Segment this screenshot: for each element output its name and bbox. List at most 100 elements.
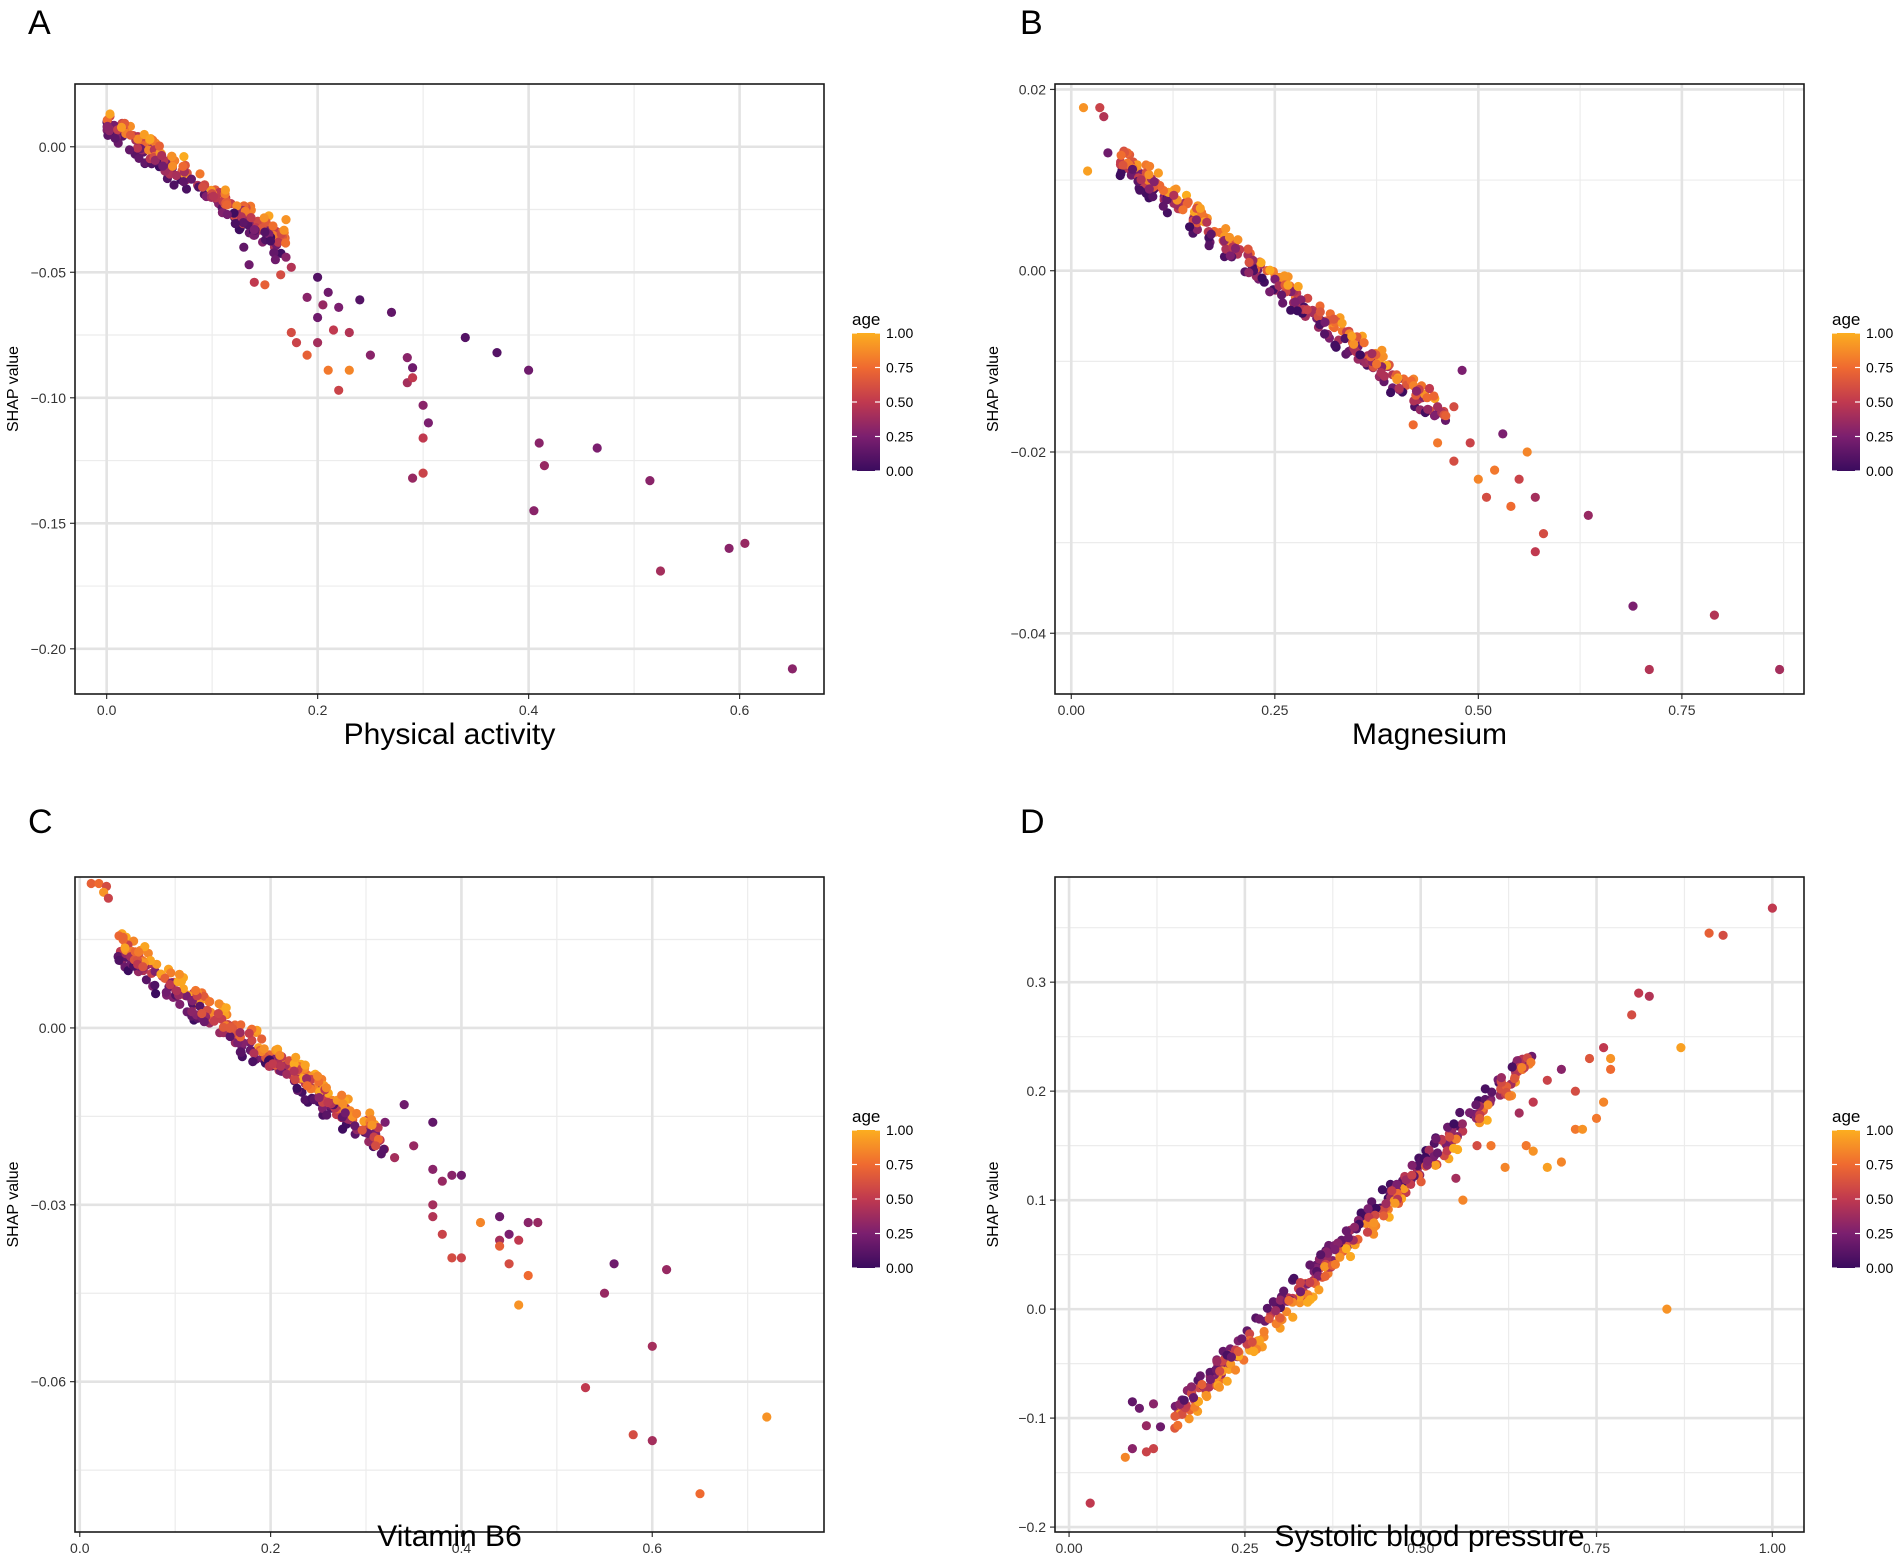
legend-tick-label: 0.75 [886, 360, 913, 376]
data-point [628, 1430, 638, 1440]
data-point [1530, 492, 1540, 502]
data-point [221, 1003, 231, 1013]
data-point [195, 1001, 205, 1011]
data-point [1363, 1204, 1373, 1214]
data-point [1486, 1141, 1496, 1151]
data-point [289, 1066, 299, 1076]
data-point [1399, 1183, 1409, 1194]
data-point [1381, 1199, 1391, 1209]
data-point [1445, 1132, 1455, 1142]
legend-tick-label: 0.25 [1866, 1226, 1893, 1242]
data-point [1542, 1075, 1552, 1085]
data-point [1254, 1314, 1264, 1324]
data-point [1433, 438, 1443, 448]
data-point [418, 400, 428, 410]
data-point [1244, 268, 1254, 278]
data-point [1330, 1244, 1340, 1255]
data-point [249, 1048, 259, 1058]
data-point [1634, 988, 1644, 998]
data-point [447, 1253, 457, 1263]
data-point [300, 1060, 310, 1070]
panel-letter: A [28, 4, 51, 42]
data-point [176, 976, 187, 986]
data-point [259, 1044, 269, 1054]
data-point [260, 280, 270, 290]
data-point [355, 295, 365, 305]
data-point [1330, 1259, 1340, 1269]
data-point [1184, 1414, 1194, 1424]
data-point [213, 1009, 223, 1019]
data-point [1371, 1203, 1381, 1213]
x-tick-label: 0.0 [97, 702, 117, 718]
data-point [323, 287, 333, 297]
data-point [1329, 314, 1339, 324]
data-point [504, 1229, 514, 1239]
data-point [1313, 1271, 1323, 1281]
data-point [428, 1212, 438, 1222]
data-point [302, 1081, 312, 1091]
data-point [281, 252, 291, 262]
data-point [1472, 1141, 1482, 1151]
y-axis-label: SHAP value [985, 346, 1002, 432]
data-point [495, 1212, 505, 1222]
data-point [1496, 1073, 1506, 1083]
panel-b: B 0.00 0.25 0.50 0.75 0.02 0.00 −0.02 −0.04 Magne… [985, 4, 1893, 751]
data-point [314, 1093, 324, 1103]
data-point [302, 1074, 312, 1084]
plot-frame [74, 83, 825, 695]
legend-tick-label: 0.75 [1866, 360, 1893, 376]
data-point [1149, 177, 1159, 187]
data-point [1528, 1097, 1538, 1107]
data-point [408, 363, 418, 373]
y-tick-label: −0.20 [31, 641, 67, 657]
data-point [1141, 1421, 1151, 1431]
data-point [1465, 1108, 1475, 1118]
data-point [1542, 1162, 1552, 1172]
data-point [1245, 1329, 1255, 1339]
data-point [1451, 1173, 1461, 1183]
data-point [447, 1170, 457, 1180]
x-tick-label: 0.50 [1407, 1540, 1434, 1554]
data-point [1222, 1376, 1232, 1386]
legend-tick-label: 1.00 [886, 1122, 913, 1138]
data-point [1471, 1100, 1481, 1110]
data-point [1127, 1444, 1137, 1454]
data-point [105, 109, 115, 119]
data-point [1173, 1420, 1183, 1430]
x-tick-label: 0.00 [1058, 702, 1085, 718]
data-point [338, 1124, 348, 1134]
data-point [302, 350, 312, 360]
y-tick-label: −0.02 [1011, 444, 1047, 460]
data-point [158, 161, 168, 171]
data-point [1279, 271, 1289, 281]
data-point [599, 1288, 610, 1298]
data-point [1606, 1053, 1616, 1064]
legend-tick-label: 0.00 [886, 1260, 913, 1276]
data-point [208, 191, 218, 201]
data-point [580, 1383, 591, 1393]
data-point [239, 242, 249, 252]
data-point [133, 134, 143, 144]
data-point [1490, 465, 1500, 475]
data-point [1186, 1382, 1197, 1392]
data-point [1295, 1278, 1305, 1288]
data-point [1343, 1233, 1353, 1243]
legend-tick-label: 1.00 [1866, 325, 1893, 341]
data-point [371, 1141, 381, 1151]
data-point [1316, 1250, 1326, 1260]
data-point [1453, 1144, 1463, 1155]
data-point [1628, 601, 1638, 611]
data-point [1320, 1271, 1330, 1281]
data-point [292, 1083, 302, 1093]
y-tick-label: −0.04 [1011, 625, 1047, 641]
y-tick-label: −0.05 [31, 264, 67, 280]
data-point [151, 989, 161, 999]
data-point [195, 169, 205, 179]
data-point [1237, 1334, 1247, 1344]
legend-tick-label: 0.25 [886, 429, 913, 445]
data-point [350, 1121, 360, 1131]
data-point [186, 174, 196, 184]
data-point [1134, 1403, 1144, 1413]
data-point [1475, 1113, 1485, 1124]
legend-tick-label: 0.50 [1866, 394, 1893, 410]
